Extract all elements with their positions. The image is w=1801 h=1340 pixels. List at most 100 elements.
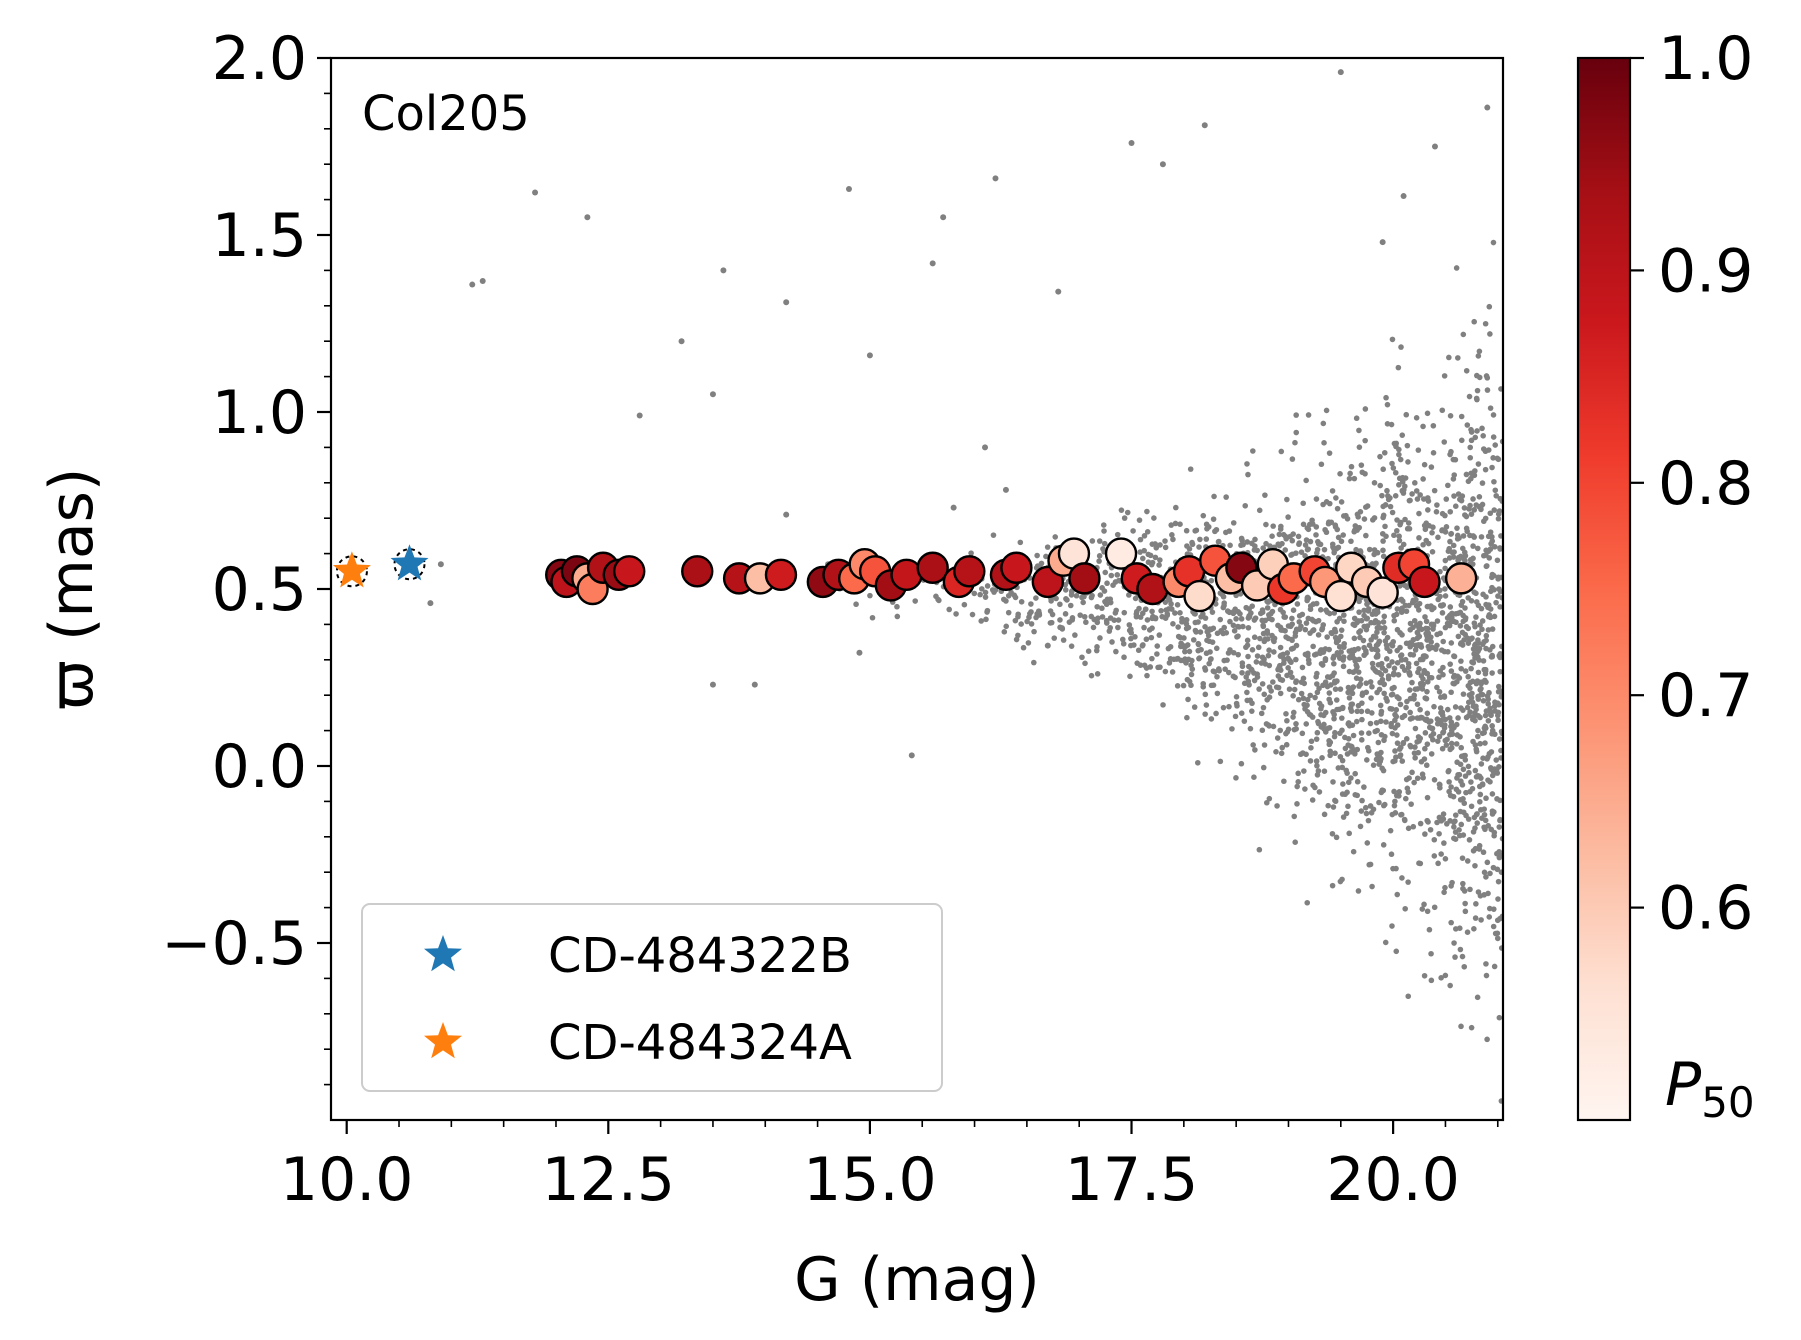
field-point: [1285, 623, 1292, 629]
field-point: [1011, 592, 1018, 598]
member-point: [1366, 576, 1399, 609]
field-point: [1447, 508, 1454, 515]
field-point: [1069, 615, 1076, 621]
field-point: [1395, 672, 1402, 678]
field-point: [1418, 644, 1425, 650]
field-point: [1423, 716, 1430, 723]
field-point: [1442, 529, 1449, 535]
field-point: [1405, 879, 1411, 885]
field-point: [1434, 720, 1441, 727]
field-point: [1351, 475, 1358, 482]
field-point: [1383, 719, 1389, 725]
field-point: [1384, 487, 1390, 494]
field-point: [1364, 615, 1371, 622]
field-point: [1374, 629, 1380, 636]
star-points: [332, 544, 429, 588]
field-point: [1454, 732, 1461, 738]
field-point: [1396, 451, 1402, 458]
field-point: [1062, 611, 1069, 617]
field-point: [1049, 611, 1056, 618]
field-point: [1276, 531, 1283, 538]
field-point: [1103, 601, 1110, 608]
field-point: [1442, 856, 1449, 862]
field-point: [1438, 818, 1445, 824]
field-point: [1336, 644, 1343, 650]
field-point: [1434, 819, 1440, 826]
field-point: [1370, 762, 1377, 768]
field-point: [1258, 660, 1265, 666]
field-point: [1353, 675, 1360, 681]
field-point: [1221, 657, 1228, 664]
field-point: [1430, 422, 1437, 429]
field-point: [1334, 650, 1341, 656]
field-point: [1347, 470, 1353, 477]
field-point: [1446, 779, 1452, 785]
field-point: [1376, 799, 1382, 806]
field-point: [1332, 678, 1338, 685]
field-point: [1458, 778, 1464, 785]
field-point: [1266, 647, 1272, 654]
field-point: [869, 614, 876, 621]
field-point: [1331, 711, 1337, 718]
field-point: [1303, 537, 1310, 543]
field-point: [1044, 544, 1051, 550]
field-point: [1205, 632, 1212, 639]
field-point: [1326, 646, 1332, 653]
field-point: [1382, 502, 1389, 508]
field-point: [1456, 675, 1463, 681]
field-point: [1458, 497, 1465, 504]
field-point: [1462, 552, 1469, 559]
field-point: [1136, 517, 1143, 523]
field-point: [1422, 730, 1429, 736]
field-point: [1289, 456, 1296, 462]
member-points: [545, 537, 1478, 613]
field-point: [1451, 493, 1457, 499]
field-point: [1300, 500, 1306, 507]
field-point: [1270, 723, 1277, 730]
field-point: [1096, 538, 1103, 544]
field-point: [1269, 533, 1275, 540]
field-point: [1472, 915, 1479, 921]
field-point: [1369, 883, 1375, 890]
field-point: [1448, 919, 1454, 926]
field-point: [1416, 715, 1423, 721]
field-point: [1443, 742, 1450, 748]
field-point: [1389, 659, 1395, 665]
field-point: [1469, 690, 1475, 697]
field-point: [1496, 824, 1503, 830]
field-point: [1416, 510, 1422, 517]
field-point: [1498, 533, 1503, 539]
colorbar-gradient: [1576, 56, 1632, 1122]
field-point: [1270, 523, 1276, 529]
field-point: [1182, 648, 1188, 655]
field-point: [1304, 594, 1311, 601]
field-point: [1493, 492, 1500, 499]
field-point: [1341, 640, 1348, 647]
field-point: [1497, 797, 1503, 804]
field-point: [1481, 806, 1487, 812]
field-point: [1486, 750, 1493, 757]
field-point: [1274, 735, 1281, 741]
field-point: [979, 586, 985, 592]
field-point: [1327, 748, 1334, 755]
field-point: [1144, 617, 1151, 623]
field-point: [968, 550, 974, 556]
field-point: [1447, 413, 1454, 419]
field-point: [1381, 625, 1388, 631]
field-point: [1107, 615, 1114, 621]
field-point: [1319, 625, 1326, 632]
field-point: [1483, 972, 1490, 979]
field-point: [1442, 722, 1448, 728]
field-point: [1207, 649, 1213, 655]
field-point: [1417, 860, 1424, 867]
field-point: [1423, 520, 1430, 527]
field-point: [1424, 495, 1431, 501]
field-point: [1362, 437, 1368, 444]
field-point: [1320, 649, 1327, 655]
field-point: [1369, 660, 1376, 667]
field-point: [1215, 538, 1222, 545]
field-point: [1477, 622, 1483, 628]
field-point: [977, 591, 983, 598]
field-point: [1377, 453, 1383, 460]
colorbar-tick-label: 1.0: [1658, 24, 1753, 94]
